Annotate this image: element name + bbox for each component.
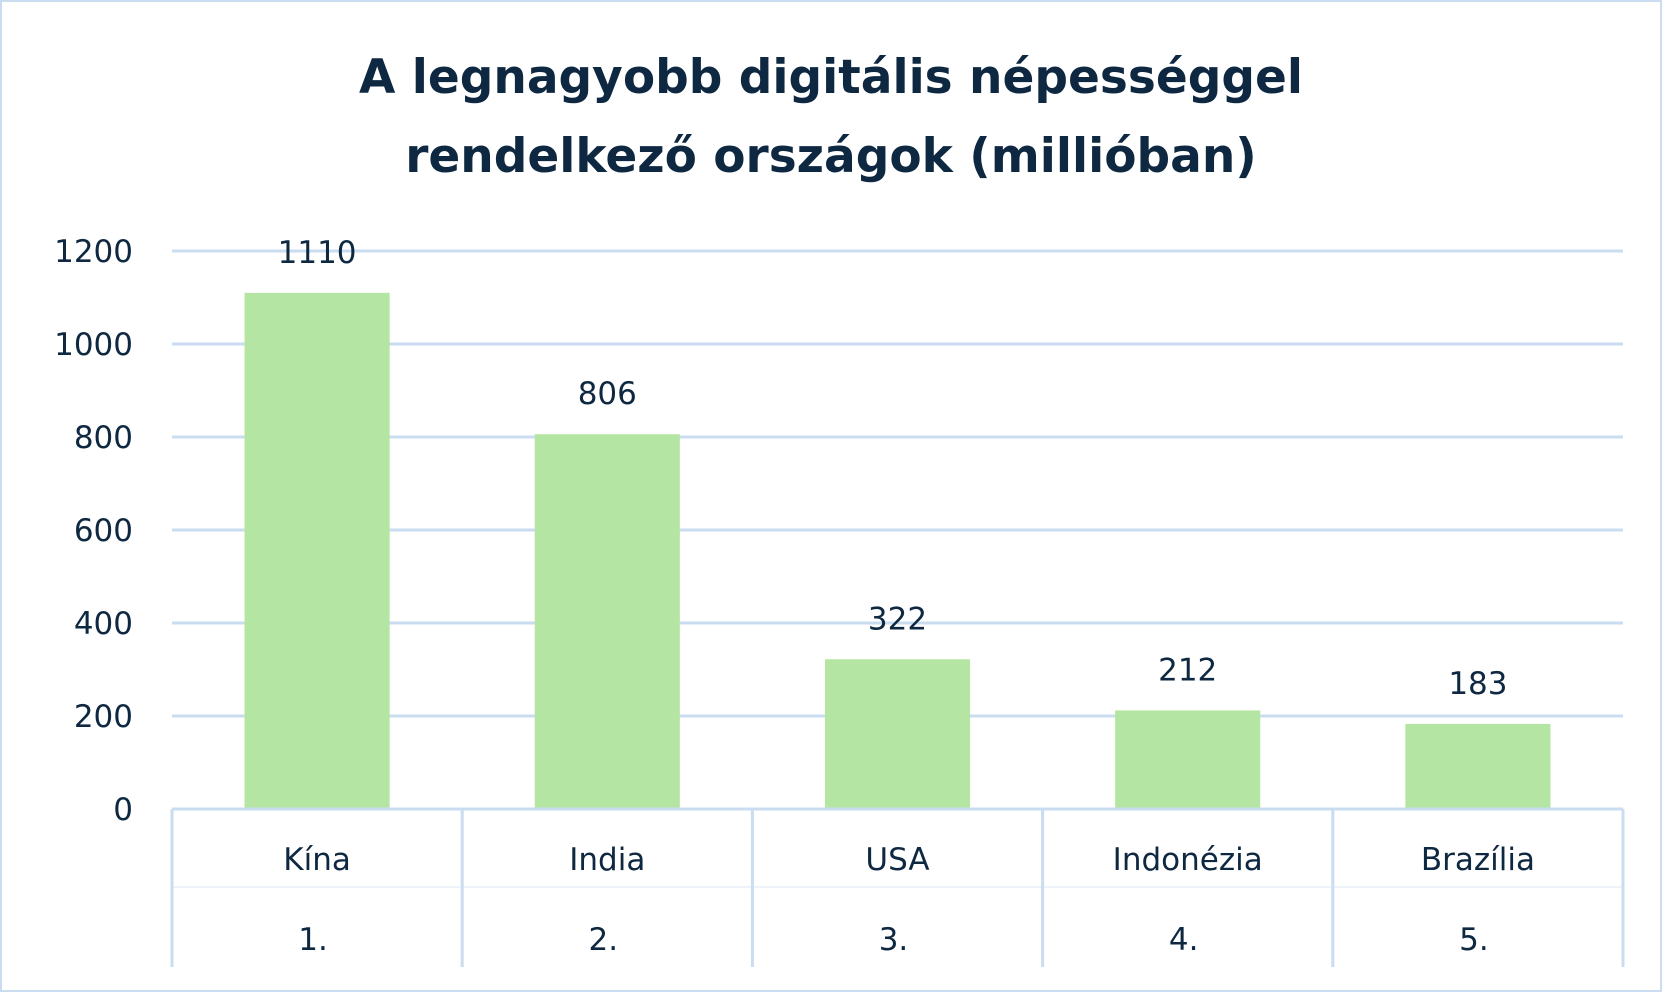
data-label: 1110 [278,235,357,271]
y-tick-label: 1200 [54,234,133,270]
category-label: Kína [283,842,351,878]
y-tick-label: 600 [74,513,133,549]
data-label: 322 [868,601,927,637]
y-tick-label: 400 [74,606,133,642]
y-tick-label: 200 [74,699,133,735]
category-label: India [569,842,645,878]
category-label: Brazília [1421,842,1535,878]
data-label: 212 [1158,652,1217,688]
bar-brazília [1405,723,1551,809]
y-tick-label: 1000 [54,327,133,363]
y-tick-label: 800 [74,420,133,456]
category-label: USA [865,842,929,878]
rank-label: 1. [298,922,328,958]
y-tick-label: 0 [113,792,133,828]
rank-label: 2. [589,922,619,958]
chart-title-line-2: rendelkező országok (millióban) [405,129,1257,184]
bar-india [534,434,680,809]
rank-label: 4. [1169,922,1199,958]
bar-kína [244,292,390,810]
rank-label: 3. [879,922,909,958]
bar-indonézia [1115,710,1261,809]
category-label: Indonézia [1113,842,1263,878]
data-label: 806 [578,376,637,412]
chart-title-line-1: A legnagyobb digitális népességgel [359,50,1303,105]
bar-usa [824,659,971,809]
data-label: 183 [1448,666,1507,702]
rank-label: 5. [1459,922,1489,958]
